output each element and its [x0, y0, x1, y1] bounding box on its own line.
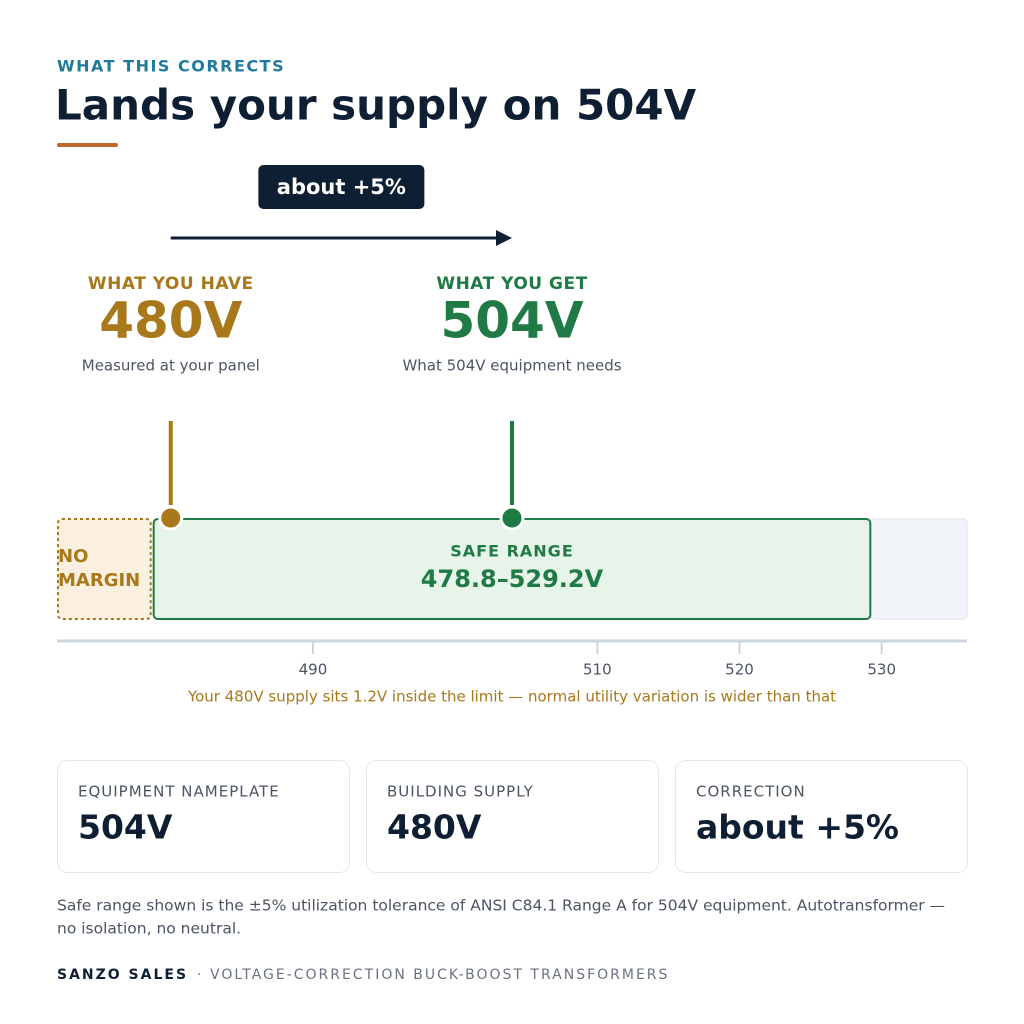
no-margin-label: MARGIN	[58, 570, 140, 591]
card-value: 480V	[387, 808, 482, 847]
card-value: about +5%	[696, 808, 899, 847]
footer-separator: ·	[197, 967, 201, 983]
card	[675, 760, 968, 873]
accent-line	[57, 143, 118, 147]
footnote: no isolation, no neutral.	[57, 920, 241, 938]
eyebrow: WHAT THIS CORRECTS	[57, 57, 285, 76]
card-label: BUILDING SUPPLY	[387, 783, 534, 801]
footer-tagline: VOLTAGE-CORRECTION BUCK-BOOST TRANSFORME…	[210, 967, 669, 983]
get-label: WHAT YOU GET	[436, 274, 587, 294]
card	[57, 760, 350, 873]
arrow-head	[496, 230, 512, 246]
title: Lands your supply on 504V	[55, 81, 697, 130]
tick-label: 530	[867, 661, 896, 679]
have-label: WHAT YOU HAVE	[88, 274, 254, 294]
no-margin-label: NO	[58, 546, 88, 567]
have-value: 480V	[99, 292, 242, 350]
safe-range-label: 478.8–529.2V	[421, 565, 604, 593]
get-note: What 504V equipment needs	[402, 357, 621, 375]
tick-label: 520	[725, 661, 754, 679]
footer-brand: SANZO SALES	[57, 967, 188, 983]
card-label: EQUIPMENT NAMEPLATE	[78, 783, 280, 801]
safe-label: SAFE RANGE	[450, 542, 574, 561]
tick-label: 490	[299, 661, 328, 679]
card-value: 504V	[78, 808, 173, 847]
badge-text: about +5%	[277, 175, 406, 199]
footnote: Safe range shown is the ±5% utilization …	[57, 897, 945, 915]
have-note: Measured at your panel	[82, 357, 260, 375]
card	[366, 760, 659, 873]
tick-label: 510	[583, 661, 612, 679]
get-value: 504V	[440, 292, 583, 350]
card-label: CORRECTION	[696, 783, 806, 801]
get-marker	[499, 505, 525, 531]
have-marker	[158, 505, 184, 531]
badge	[258, 165, 425, 209]
warning: Your 480V supply sits 1.2V inside the li…	[187, 688, 836, 706]
over-zone	[869, 518, 968, 620]
no-margin-zone	[57, 518, 152, 620]
